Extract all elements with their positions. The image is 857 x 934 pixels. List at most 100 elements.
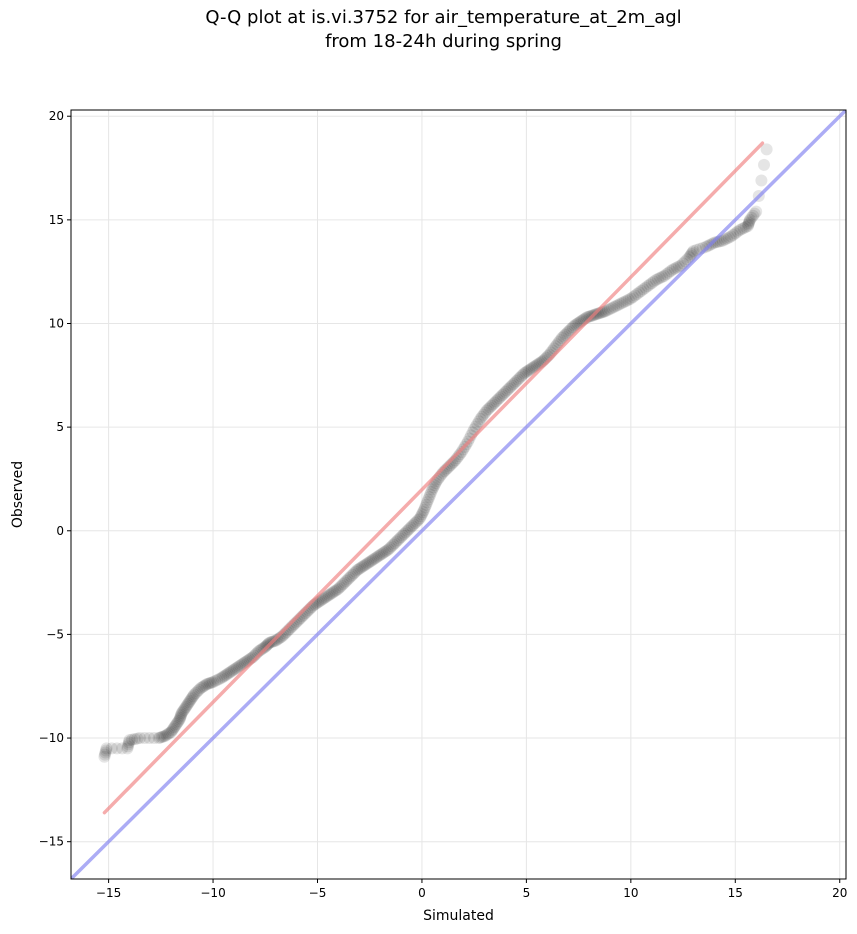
qq-point bbox=[175, 708, 188, 721]
qq-point bbox=[234, 659, 247, 672]
qq-point bbox=[479, 406, 492, 419]
qq-point bbox=[516, 368, 529, 381]
qq-point bbox=[519, 366, 532, 379]
qq-point bbox=[186, 691, 199, 704]
qq-point bbox=[515, 370, 528, 383]
qq-point bbox=[521, 365, 534, 378]
qq-point bbox=[340, 575, 353, 588]
qq-point bbox=[175, 707, 188, 720]
qq-point bbox=[524, 363, 537, 376]
qq-point bbox=[685, 248, 698, 261]
qq-point bbox=[735, 223, 748, 236]
qq-point bbox=[322, 589, 335, 602]
qq-point bbox=[559, 328, 572, 341]
qq-point bbox=[483, 401, 496, 414]
qq-point bbox=[499, 385, 512, 398]
qq-point bbox=[188, 688, 201, 701]
qq-point bbox=[419, 501, 432, 514]
qq-point bbox=[486, 398, 499, 411]
qq-point bbox=[472, 415, 485, 428]
qq-point bbox=[351, 564, 364, 577]
qq-point bbox=[215, 671, 228, 684]
qq-point bbox=[122, 738, 135, 751]
qq-point bbox=[207, 676, 220, 689]
qq-point bbox=[354, 562, 367, 575]
y-tick-label: 15 bbox=[49, 213, 64, 227]
qq-point bbox=[330, 583, 343, 596]
chart-title-line-1: Q-Q plot at is.vi.3752 for air_temperatu… bbox=[205, 7, 682, 28]
y-tick-label: −5 bbox=[46, 627, 64, 641]
qq-point bbox=[398, 527, 411, 540]
qq-point bbox=[480, 404, 493, 417]
qq-point bbox=[341, 573, 354, 586]
qq-point bbox=[171, 716, 184, 729]
qq-point bbox=[494, 390, 507, 403]
y-tick-label: 5 bbox=[56, 420, 64, 434]
qq-point bbox=[337, 578, 350, 591]
y-axis-label: Observed bbox=[10, 461, 26, 528]
qq-point bbox=[387, 538, 400, 551]
qq-point bbox=[416, 506, 429, 519]
qq-point bbox=[743, 213, 756, 226]
qq-point bbox=[565, 322, 578, 335]
qq-point bbox=[224, 665, 237, 678]
qq-point bbox=[505, 379, 518, 392]
qq-point bbox=[390, 535, 403, 548]
qq-point bbox=[321, 590, 334, 603]
qq-point bbox=[391, 534, 404, 547]
qq-point bbox=[620, 294, 633, 307]
qq-point bbox=[202, 677, 215, 690]
qq-point bbox=[121, 742, 134, 755]
qq-point bbox=[362, 556, 375, 569]
qq-point bbox=[128, 733, 141, 746]
qq-point bbox=[668, 262, 681, 275]
qq-point bbox=[209, 675, 222, 688]
qq-point bbox=[272, 632, 285, 645]
qq-point bbox=[560, 327, 573, 340]
qq-point bbox=[501, 384, 514, 397]
qq-point bbox=[603, 302, 616, 315]
qq-point bbox=[555, 332, 568, 345]
qq-point bbox=[591, 307, 604, 320]
qq-point bbox=[99, 746, 112, 759]
qq-point bbox=[333, 581, 346, 594]
qq-point bbox=[490, 395, 503, 408]
qq-point bbox=[758, 158, 771, 171]
x-tick-label: 10 bbox=[623, 886, 638, 900]
qq-point bbox=[348, 567, 361, 580]
qq-point bbox=[748, 207, 761, 220]
qq-point bbox=[121, 740, 134, 753]
qq-point bbox=[179, 700, 192, 713]
qq-point bbox=[568, 319, 581, 332]
x-tick-label: −5 bbox=[309, 886, 327, 900]
qq-point bbox=[463, 432, 476, 445]
qq-point bbox=[98, 748, 111, 761]
qq-point bbox=[513, 371, 526, 384]
qq-point bbox=[168, 721, 181, 734]
qq-point bbox=[423, 491, 436, 504]
qq-point bbox=[401, 524, 414, 537]
y-tick-label: 0 bbox=[56, 524, 64, 538]
qq-point bbox=[733, 224, 746, 237]
qq-point bbox=[373, 549, 386, 562]
qq-point bbox=[510, 375, 523, 388]
qq-point bbox=[220, 668, 233, 681]
qq-point bbox=[523, 364, 536, 377]
qq-point bbox=[651, 272, 664, 285]
qq-point bbox=[477, 408, 490, 421]
qq-point bbox=[427, 481, 440, 494]
qq-point bbox=[326, 586, 339, 599]
qq-point bbox=[737, 222, 750, 235]
qq-point bbox=[154, 731, 167, 744]
qq-point bbox=[662, 266, 675, 279]
qq-point bbox=[476, 410, 489, 423]
qq-point bbox=[160, 728, 173, 741]
axis-ticks: −15 −10 −5 0 5 10 15 20 −15 −10 −5 0 5 10 15 20 bbox=[39, 109, 848, 900]
qq-point bbox=[131, 732, 144, 745]
qq-point bbox=[554, 334, 567, 347]
qq-point bbox=[742, 218, 755, 231]
qq-point bbox=[203, 677, 216, 690]
qq-point bbox=[616, 296, 629, 309]
qq-point bbox=[159, 729, 172, 742]
